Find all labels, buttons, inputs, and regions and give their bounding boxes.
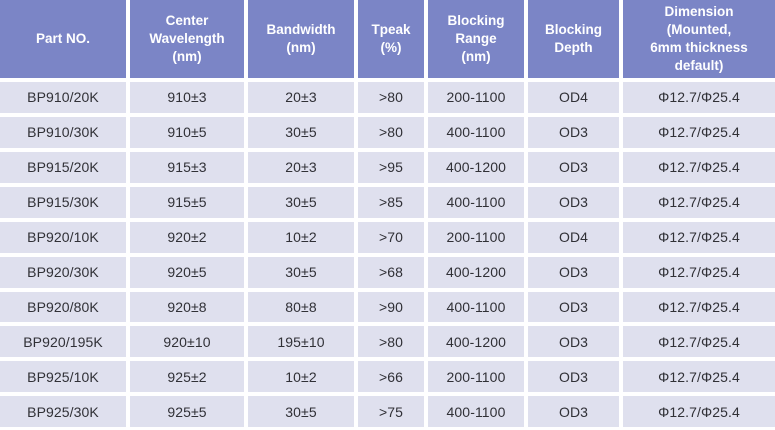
- cell-bandwidth: 30±5: [244, 112, 358, 152]
- cell-part-no: BP910/30K: [0, 112, 130, 152]
- spec-table-body: BP910/20K 910±3 20±3 >80 200-1100 OD4 Φ12.7/Φ2…: [0, 78, 775, 430]
- cell-dimension: Φ12.7/Φ25.4: [619, 392, 775, 430]
- table-row: BP910/30K 910±5 30±5 >80 400-1100 OD3 Φ12.7/Φ2…: [0, 112, 775, 152]
- cell-blocking-depth: OD3: [524, 392, 623, 430]
- table-row: BP920/195K 920±10 195±10 >80 400-1200 OD3 Φ12.…: [0, 322, 775, 362]
- cell-center-wavelength: 910±5: [126, 112, 248, 152]
- cell-center-wavelength: 915±5: [126, 182, 248, 222]
- cell-blocking-range: 400-1200: [424, 147, 528, 187]
- cell-part-no: BP925/30K: [0, 392, 130, 430]
- table-row: BP915/30K 915±5 30±5 >85 400-1100 OD3 Φ12.7/Φ2…: [0, 182, 775, 222]
- cell-part-no: BP915/20K: [0, 147, 130, 187]
- cell-bandwidth: 10±2: [244, 357, 358, 397]
- cell-center-wavelength: 920±2: [126, 217, 248, 257]
- cell-blocking-depth: OD3: [524, 182, 623, 222]
- cell-dimension: Φ12.7/Φ25.4: [619, 147, 775, 187]
- cell-bandwidth: 30±5: [244, 392, 358, 430]
- header-row: Part NO. Center Wavelength (nm) Bandwidt…: [0, 0, 775, 82]
- table-row: BP910/20K 910±3 20±3 >80 200-1100 OD4 Φ12.7/Φ2…: [0, 78, 775, 117]
- cell-blocking-range: 400-1100: [424, 112, 528, 152]
- cell-blocking-range: 400-1100: [424, 392, 528, 430]
- cell-tpeak: >90: [354, 287, 428, 327]
- cell-bandwidth: 195±10: [244, 322, 358, 362]
- cell-tpeak: >66: [354, 357, 428, 397]
- cell-blocking-range: 200-1100: [424, 217, 528, 257]
- cell-bandwidth: 10±2: [244, 217, 358, 257]
- cell-center-wavelength: 925±5: [126, 392, 248, 430]
- cell-blocking-depth: OD4: [524, 78, 623, 117]
- cell-dimension: Φ12.7/Φ25.4: [619, 217, 775, 257]
- cell-tpeak: >80: [354, 322, 428, 362]
- cell-blocking-range: 200-1100: [424, 357, 528, 397]
- cell-tpeak: >75: [354, 392, 428, 430]
- cell-bandwidth: 20±3: [244, 147, 358, 187]
- cell-part-no: BP915/30K: [0, 182, 130, 222]
- column-header-part-no: Part NO.: [0, 0, 130, 82]
- cell-part-no: BP920/30K: [0, 252, 130, 292]
- cell-tpeak: >70: [354, 217, 428, 257]
- cell-bandwidth: 80±8: [244, 287, 358, 327]
- table-row: BP920/10K 920±2 10±2 >70 200-1100 OD4 Φ12.7/Φ2…: [0, 217, 775, 257]
- column-header-tpeak: Tpeak (%): [354, 0, 428, 82]
- cell-bandwidth: 30±5: [244, 182, 358, 222]
- cell-tpeak: >85: [354, 182, 428, 222]
- cell-blocking-depth: OD3: [524, 322, 623, 362]
- cell-blocking-range: 400-1100: [424, 182, 528, 222]
- cell-blocking-depth: OD3: [524, 252, 623, 292]
- cell-dimension: Φ12.7/Φ25.4: [619, 182, 775, 222]
- column-header-dimension: Dimension (Mounted, 6mm thickness defaul…: [619, 0, 775, 82]
- cell-part-no: BP920/80K: [0, 287, 130, 327]
- table-row: BP920/80K 920±8 80±8 >90 400-1100 OD3 Φ12.7/Φ2…: [0, 287, 775, 327]
- cell-tpeak: >80: [354, 112, 428, 152]
- column-header-center-wavelength: Center Wavelength (nm): [126, 0, 248, 82]
- cell-dimension: Φ12.7/Φ25.4: [619, 252, 775, 292]
- cell-tpeak: >68: [354, 252, 428, 292]
- column-header-blocking-range: Blocking Range (nm): [424, 0, 528, 82]
- cell-dimension: Φ12.7/Φ25.4: [619, 78, 775, 117]
- cell-blocking-range: 400-1200: [424, 322, 528, 362]
- cell-center-wavelength: 925±2: [126, 357, 248, 397]
- column-header-bandwidth: Bandwidth (nm): [244, 0, 358, 82]
- table-row: BP920/30K 920±5 30±5 >68 400-1200 OD3 Φ12.7/Φ2…: [0, 252, 775, 292]
- cell-blocking-range: 400-1100: [424, 287, 528, 327]
- cell-part-no: BP925/10K: [0, 357, 130, 397]
- cell-blocking-depth: OD3: [524, 287, 623, 327]
- cell-blocking-depth: OD3: [524, 147, 623, 187]
- cell-blocking-range: 400-1200: [424, 252, 528, 292]
- table-row: BP925/10K 925±2 10±2 >66 200-1100 OD3 Φ12.7/Φ2…: [0, 357, 775, 397]
- cell-center-wavelength: 920±5: [126, 252, 248, 292]
- cell-dimension: Φ12.7/Φ25.4: [619, 287, 775, 327]
- table-row: BP915/20K 915±3 20±3 >95 400-1200 OD3 Φ12.7/Φ2…: [0, 147, 775, 187]
- cell-center-wavelength: 920±10: [126, 322, 248, 362]
- cell-dimension: Φ12.7/Φ25.4: [619, 322, 775, 362]
- cell-part-no: BP920/10K: [0, 217, 130, 257]
- cell-tpeak: >80: [354, 78, 428, 117]
- cell-bandwidth: 30±5: [244, 252, 358, 292]
- cell-center-wavelength: 920±8: [126, 287, 248, 327]
- cell-center-wavelength: 915±3: [126, 147, 248, 187]
- cell-blocking-depth: OD4: [524, 217, 623, 257]
- table-row: BP925/30K 925±5 30±5 >75 400-1100 OD3 Φ12.7/Φ2…: [0, 392, 775, 430]
- cell-dimension: Φ12.7/Φ25.4: [619, 112, 775, 152]
- column-header-blocking-depth: Blocking Depth: [524, 0, 623, 82]
- cell-center-wavelength: 910±3: [126, 78, 248, 117]
- cell-dimension: Φ12.7/Φ25.4: [619, 357, 775, 397]
- cell-bandwidth: 20±3: [244, 78, 358, 117]
- cell-tpeak: >95: [354, 147, 428, 187]
- cell-blocking-depth: OD3: [524, 357, 623, 397]
- cell-part-no: BP920/195K: [0, 322, 130, 362]
- cell-blocking-range: 200-1100: [424, 78, 528, 117]
- cell-blocking-depth: OD3: [524, 112, 623, 152]
- cell-part-no: BP910/20K: [0, 78, 130, 117]
